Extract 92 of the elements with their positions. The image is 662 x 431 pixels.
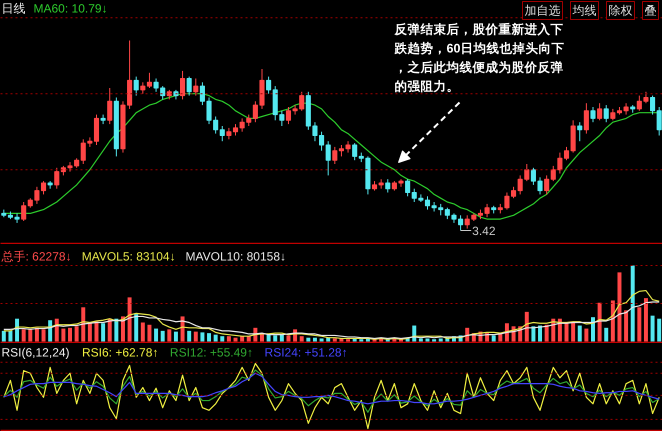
candlestick: [220, 126, 225, 142]
bar: [604, 328, 608, 342]
bar: [147, 324, 152, 342]
bar: [94, 322, 98, 342]
bar: [286, 335, 290, 342]
annotation: 3.42: [472, 224, 496, 238]
text: MAVOL10: 80158↓: [186, 250, 286, 264]
bar: [273, 335, 278, 342]
candlestick: [100, 114, 106, 125]
bar: [174, 332, 178, 342]
text: MAVOL5: 83104↓: [82, 250, 176, 264]
bar: [34, 328, 39, 342]
bar: [598, 302, 602, 342]
bar: [101, 323, 106, 342]
bar: [134, 314, 138, 342]
bar: [492, 335, 496, 342]
bar: [200, 332, 204, 342]
bar: [214, 334, 218, 342]
bar: [571, 322, 576, 342]
bar: [194, 332, 198, 342]
candlestick: [385, 178, 390, 193]
bar: [610, 300, 615, 342]
bar: [140, 322, 145, 342]
annotation: 反弹结束后，股价重新进入下跌趋势，60日均线也掉头向下，之后此均线便成为股价反弹的强阻力。: [394, 22, 564, 94]
bar: [320, 338, 324, 342]
bar: [2, 330, 6, 342]
text: 叠: [644, 4, 656, 18]
bar: [624, 310, 628, 342]
series-label: RSI6: +62.78↑: [82, 346, 158, 360]
candlestick: [180, 70, 186, 100]
bar: [312, 338, 317, 342]
bar: [544, 324, 549, 342]
bar: [584, 328, 588, 342]
bar: [644, 298, 648, 342]
bar: [61, 328, 66, 342]
candlestick: [107, 88, 112, 125]
candlestick: [134, 76, 139, 96]
bar: [167, 329, 172, 342]
bar: [564, 323, 568, 342]
text: MA60: 10.79↓: [34, 2, 108, 16]
bar: [207, 333, 212, 342]
chart-title: 日线: [2, 2, 26, 16]
bar: [637, 307, 642, 342]
bar: [650, 316, 655, 342]
bar: [226, 336, 231, 342]
candlestick: [193, 78, 198, 96]
bar: [154, 328, 158, 342]
candlestick: [186, 76, 192, 96]
bar: [74, 326, 79, 342]
bar: [524, 312, 529, 342]
bar: [48, 320, 52, 342]
bar: [22, 329, 26, 342]
bar: [630, 266, 635, 342]
bar: [187, 330, 192, 342]
bar: [128, 297, 132, 342]
bar: [538, 326, 542, 342]
bar: [438, 338, 443, 342]
bar: [234, 338, 238, 342]
bar: [306, 338, 310, 342]
bar: [114, 318, 118, 342]
bar: [88, 322, 92, 342]
bar: [591, 317, 595, 342]
candlestick: [584, 102, 589, 134]
series-label: RSI24: +51.28↑: [264, 346, 348, 360]
bar: [108, 318, 112, 342]
chart-title: RSI(6,12,24): [2, 346, 70, 360]
bar: [28, 329, 32, 342]
text: 均线: [572, 4, 596, 18]
candlestick: [597, 102, 602, 121]
text: 除权: [608, 4, 632, 18]
candlestick: [577, 122, 582, 142]
bar: [531, 326, 536, 342]
bar: [220, 336, 224, 342]
bar: [68, 328, 72, 342]
bar: [8, 330, 12, 342]
bar: [180, 316, 185, 342]
bar: [42, 329, 46, 342]
bar: [300, 336, 304, 342]
bar: [617, 272, 622, 342]
bar: [15, 318, 20, 342]
bar: [332, 338, 337, 342]
bar: [160, 330, 165, 342]
bar: [120, 316, 125, 342]
bar: [426, 338, 430, 342]
text: 加自选: [524, 4, 560, 18]
candlestick: [604, 104, 609, 123]
bar: [418, 338, 423, 342]
bar: [657, 318, 662, 342]
bar: [558, 318, 562, 342]
series-label: RSI12: +55.49↑: [170, 346, 253, 360]
text: 总手: 62278↓: [0, 250, 72, 264]
candlestick: [590, 106, 596, 123]
